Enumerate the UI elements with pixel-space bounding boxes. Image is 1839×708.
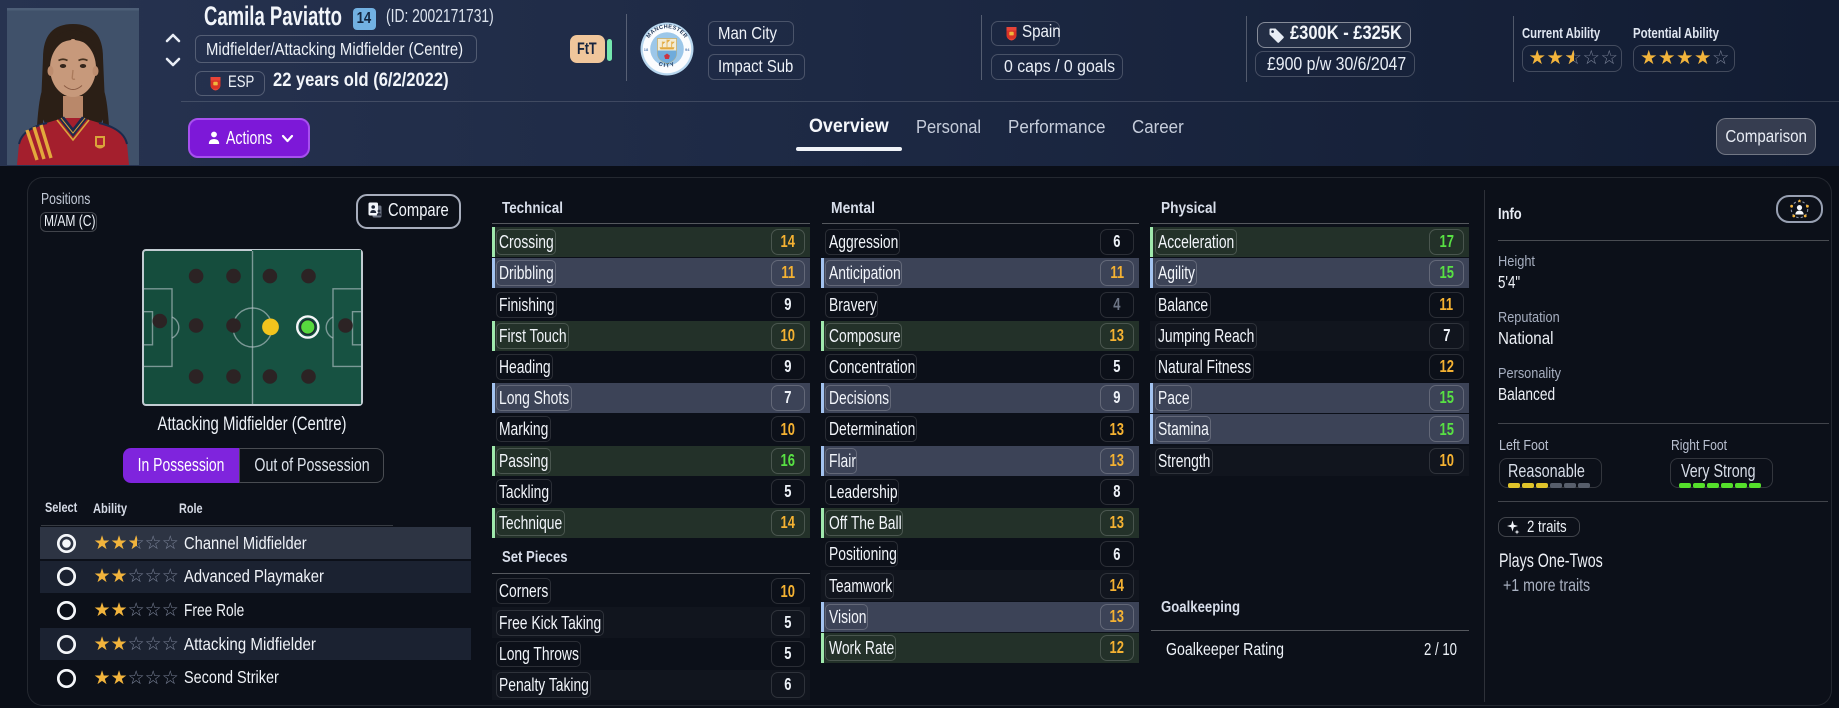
svg-text:94: 94 [685,47,690,52]
svg-text:18: 18 [644,47,649,52]
svg-text:CITY: CITY [657,61,676,69]
